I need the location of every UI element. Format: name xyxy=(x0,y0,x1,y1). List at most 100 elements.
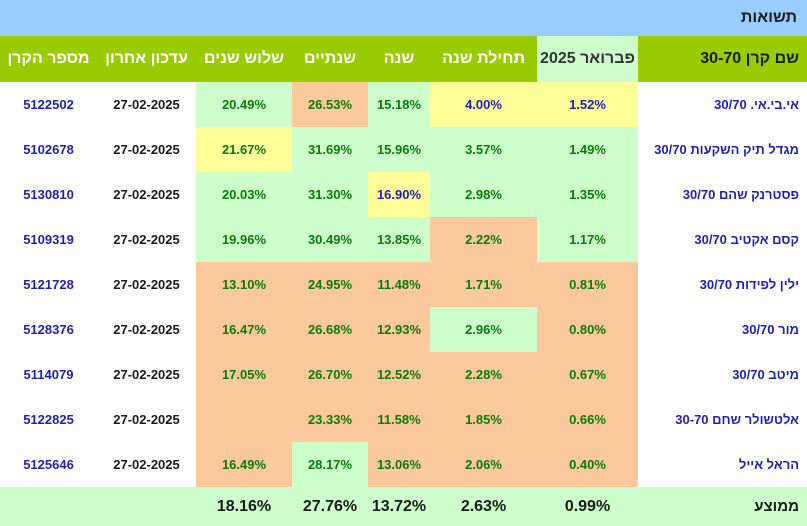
ytd-cell[interactable]: 2.98% xyxy=(430,172,537,217)
three-years-cell[interactable]: 16.47% xyxy=(196,307,292,352)
last-update-cell[interactable]: 27-02-2025 xyxy=(97,127,196,172)
fund-name-cell[interactable]: קסם אקטיב 30/70 xyxy=(638,217,807,262)
average-two-years[interactable]: 27.76% xyxy=(292,487,368,526)
two-years-cell[interactable]: 26.70% xyxy=(292,352,368,397)
ytd-cell[interactable]: 2.96% xyxy=(430,307,537,352)
two-years-cell[interactable]: 23.33% xyxy=(292,397,368,442)
header-ytd[interactable]: תחילת שנה xyxy=(430,36,537,82)
one-year-cell[interactable]: 11.58% xyxy=(368,397,430,442)
three-years-cell[interactable]: 20.49% xyxy=(196,82,292,127)
fund-number-cell[interactable]: 5102678 xyxy=(0,127,97,172)
one-year-cell[interactable]: 12.52% xyxy=(368,352,430,397)
ytd-cell[interactable]: 2.22% xyxy=(430,217,537,262)
table-row: קסם אקטיב 30/70 1.17% 2.22% 13.85% 30.49… xyxy=(0,217,807,262)
february-cell[interactable]: 0.80% xyxy=(537,307,638,352)
two-years-cell[interactable]: 24.95% xyxy=(292,262,368,307)
one-year-cell[interactable]: 15.96% xyxy=(368,127,430,172)
fund-name-cell[interactable]: הראל אייל xyxy=(638,442,807,487)
three-years-cell[interactable] xyxy=(196,397,292,442)
header-one-year[interactable]: שנה xyxy=(368,36,430,82)
fund-number-cell[interactable]: 5122502 xyxy=(0,82,97,127)
title-bar: תשואות xyxy=(0,0,807,36)
sheet-title: תשואות xyxy=(740,9,797,26)
average-empty-cell xyxy=(0,487,97,526)
fund-number-cell[interactable]: 5121728 xyxy=(0,262,97,307)
header-fund-number[interactable]: מספר הקרן xyxy=(0,36,97,82)
table-row: מור 30/70 0.80% 2.96% 12.93% 26.68% 16.4… xyxy=(0,307,807,352)
last-update-cell[interactable]: 27-02-2025 xyxy=(97,442,196,487)
february-cell[interactable]: 1.17% xyxy=(537,217,638,262)
february-cell[interactable]: 0.40% xyxy=(537,442,638,487)
three-years-cell[interactable]: 16.49% xyxy=(196,442,292,487)
two-years-cell[interactable]: 30.49% xyxy=(292,217,368,262)
fund-name-cell[interactable]: ילין לפידות 30/70 xyxy=(638,262,807,307)
fund-number-cell[interactable]: 5128376 xyxy=(0,307,97,352)
ytd-cell[interactable]: 2.28% xyxy=(430,352,537,397)
header-fund-name[interactable]: שם קרן 30-70 xyxy=(638,36,807,82)
fund-number-cell[interactable]: 5125646 xyxy=(0,442,97,487)
last-update-cell[interactable]: 27-02-2025 xyxy=(97,262,196,307)
average-three-years[interactable]: 18.16% xyxy=(196,487,292,526)
header-three-years[interactable]: שלוש שנים xyxy=(196,36,292,82)
fund-number-cell[interactable]: 5109319 xyxy=(0,217,97,262)
three-years-cell[interactable]: 13.10% xyxy=(196,262,292,307)
fund-number-cell[interactable]: 5130810 xyxy=(0,172,97,217)
one-year-cell[interactable]: 15.18% xyxy=(368,82,430,127)
fund-name-cell[interactable]: אלטשולר שחם 30-70 xyxy=(638,397,807,442)
three-years-cell[interactable]: 20.03% xyxy=(196,172,292,217)
table-row: אי.בי.אי. 30/70 1.52% 4.00% 15.18% 26.53… xyxy=(0,82,807,127)
one-year-cell[interactable]: 16.90% xyxy=(368,172,430,217)
header-last-update[interactable]: עדכון אחרון xyxy=(97,36,196,82)
last-update-cell[interactable]: 27-02-2025 xyxy=(97,397,196,442)
fund-name-cell[interactable]: פסטרנק שהם 30/70 xyxy=(638,172,807,217)
three-years-cell[interactable]: 17.05% xyxy=(196,352,292,397)
last-update-cell[interactable]: 27-02-2025 xyxy=(97,172,196,217)
february-cell[interactable]: 0.66% xyxy=(537,397,638,442)
header-row: שם קרן 30-70 פברואר 2025 תחילת שנה שנה ש… xyxy=(0,36,807,82)
two-years-cell[interactable]: 31.69% xyxy=(292,127,368,172)
table-row: הראל אייל 0.40% 2.06% 13.06% 28.17% 16.4… xyxy=(0,442,807,487)
february-cell[interactable]: 1.49% xyxy=(537,127,638,172)
one-year-cell[interactable]: 13.85% xyxy=(368,217,430,262)
two-years-cell[interactable]: 26.68% xyxy=(292,307,368,352)
last-update-cell[interactable]: 27-02-2025 xyxy=(97,217,196,262)
ytd-cell[interactable]: 4.00% xyxy=(430,82,537,127)
two-years-cell[interactable]: 31.30% xyxy=(292,172,368,217)
ytd-cell[interactable]: 1.71% xyxy=(430,262,537,307)
ytd-cell[interactable]: 3.57% xyxy=(430,127,537,172)
february-cell[interactable]: 0.67% xyxy=(537,352,638,397)
table-row: ילין לפידות 30/70 0.81% 1.71% 11.48% 24.… xyxy=(0,262,807,307)
two-years-cell[interactable]: 26.53% xyxy=(292,82,368,127)
three-years-cell[interactable]: 21.67% xyxy=(196,127,292,172)
fund-name-cell[interactable]: מיטב 30/70 xyxy=(638,352,807,397)
average-ytd[interactable]: 2.63% xyxy=(430,487,537,526)
fund-name-cell[interactable]: מגדל תיק השקעות 30/70 xyxy=(638,127,807,172)
average-row: ממוצע 0.99% 2.63% 13.72% 27.76% 18.16% xyxy=(0,487,807,526)
one-year-cell[interactable]: 13.06% xyxy=(368,442,430,487)
february-cell[interactable]: 1.35% xyxy=(537,172,638,217)
returns-table: שם קרן 30-70 פברואר 2025 תחילת שנה שנה ש… xyxy=(0,36,807,526)
average-one-year[interactable]: 13.72% xyxy=(368,487,430,526)
last-update-cell[interactable]: 27-02-2025 xyxy=(97,352,196,397)
average-label: ממוצע xyxy=(638,487,807,526)
table-row: אלטשולר שחם 30-70 0.66% 1.85% 11.58% 23.… xyxy=(0,397,807,442)
february-cell[interactable]: 0.81% xyxy=(537,262,638,307)
two-years-cell[interactable]: 28.17% xyxy=(292,442,368,487)
last-update-cell[interactable]: 27-02-2025 xyxy=(97,82,196,127)
february-cell[interactable]: 1.52% xyxy=(537,82,638,127)
last-update-cell[interactable]: 27-02-2025 xyxy=(97,307,196,352)
header-two-years[interactable]: שנתיים xyxy=(292,36,368,82)
fund-name-cell[interactable]: אי.בי.אי. 30/70 xyxy=(638,82,807,127)
header-february[interactable]: פברואר 2025 xyxy=(537,36,638,82)
three-years-cell[interactable]: 19.96% xyxy=(196,217,292,262)
ytd-cell[interactable]: 2.06% xyxy=(430,442,537,487)
table-row: מיטב 30/70 0.67% 2.28% 12.52% 26.70% 17.… xyxy=(0,352,807,397)
one-year-cell[interactable]: 12.93% xyxy=(368,307,430,352)
average-february[interactable]: 0.99% xyxy=(537,487,638,526)
fund-name-cell[interactable]: מור 30/70 xyxy=(638,307,807,352)
ytd-cell[interactable]: 1.85% xyxy=(430,397,537,442)
one-year-cell[interactable]: 11.48% xyxy=(368,262,430,307)
fund-number-cell[interactable]: 5122825 xyxy=(0,397,97,442)
fund-number-cell[interactable]: 5114079 xyxy=(0,352,97,397)
